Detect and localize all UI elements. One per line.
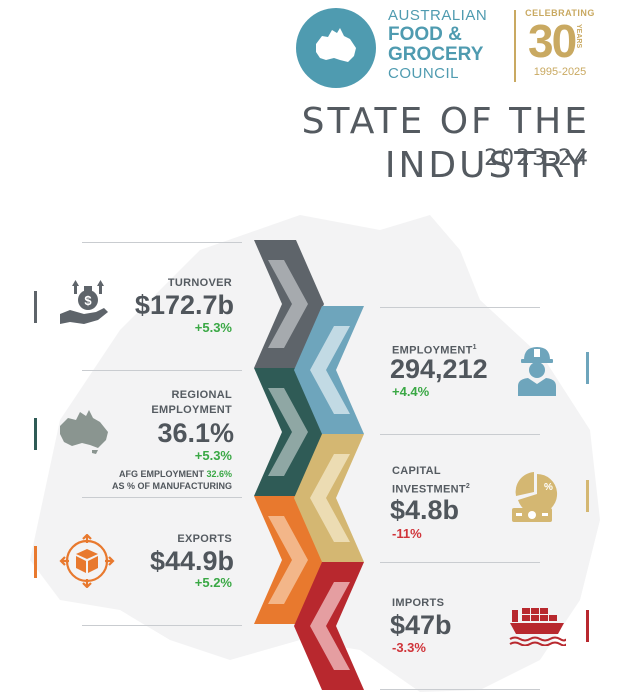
- logo-divider: [514, 10, 516, 82]
- logo-line-food: FOOD &: [388, 24, 462, 45]
- divider-line: [82, 625, 242, 626]
- page-title: STATE OF THE INDUSTRY: [301, 101, 590, 186]
- logo-line-council: COUNCIL: [388, 65, 460, 82]
- chevron-imports-light: [310, 582, 350, 670]
- turnover-change: +5.3%: [194, 320, 232, 335]
- employment-label-text: EMPLOYMENT: [392, 344, 473, 357]
- divider-line: [82, 242, 242, 243]
- regional-employment-label-line2: EMPLOYMENT: [151, 404, 232, 416]
- exports-change: +5.2%: [194, 575, 232, 590]
- afg-employment-note-prefix: AFG EMPLOYMENT: [118, 469, 207, 479]
- capital-investment-label-line2: INVESTMENT2: [392, 479, 532, 498]
- exports-label: EXPORTS: [177, 533, 232, 545]
- regional-employment-accent-bar: [34, 418, 37, 450]
- package-arrows-icon: [59, 534, 115, 588]
- svg-text:%: %: [544, 482, 553, 493]
- divider-line: [82, 497, 242, 498]
- chevron-turnover-light: [268, 260, 308, 348]
- logo-line-australian: AUSTRALIAN: [388, 7, 488, 24]
- divider-line: [380, 434, 540, 435]
- chevron-column: [254, 240, 364, 690]
- regional-employment-value: 36.1%: [157, 418, 234, 448]
- exports-accent-bar: [34, 546, 37, 578]
- worker-icon: [518, 347, 556, 396]
- svg-text:$: $: [84, 293, 92, 308]
- anniversary-number: 30: [528, 15, 577, 67]
- divider-line: [380, 562, 540, 563]
- cargo-ship-icon: [509, 608, 566, 646]
- divider-line: [380, 689, 540, 690]
- chevron-imports: [294, 562, 364, 690]
- chevron-employment-light: [310, 326, 350, 414]
- pie-chart-cash-icon: %: [512, 472, 558, 522]
- imports-accent-bar: [586, 610, 589, 642]
- capital-investment-value: $4.8b: [390, 495, 460, 525]
- capital-investment-label-text: INVESTMENT: [392, 483, 466, 496]
- australia-map-icon: [60, 410, 108, 454]
- imports-change: -3.3%: [392, 640, 426, 655]
- imports-value: $47b: [390, 610, 452, 640]
- employment-label: EMPLOYMENT1: [392, 340, 532, 359]
- chevron-exports-light: [268, 516, 308, 604]
- turnover-accent-bar: [34, 291, 37, 323]
- anniversary-year-range: 1995-2025: [533, 66, 587, 78]
- regional-employment-change: +5.3%: [194, 448, 232, 463]
- afg-employment-note-value: 32.6%: [206, 469, 232, 479]
- capital-investment-label: CAPITAL INVESTMENT2: [392, 464, 532, 498]
- imports-label: IMPORTS: [392, 597, 445, 609]
- employment-footnote: 1: [472, 344, 477, 351]
- anniversary-years-label: YEARS: [575, 24, 582, 49]
- afg-employment-note-line1: AFG EMPLOYMENT 32.6%: [90, 468, 232, 480]
- capital-investment-footnote: 2: [465, 483, 471, 490]
- employment-accent-bar: [586, 352, 589, 384]
- logo-line-grocery: GROCERY: [388, 44, 484, 65]
- turnover-value: $172.7b: [134, 290, 234, 320]
- exports-value: $44.9b: [149, 546, 234, 576]
- australia-logo-icon: [316, 28, 356, 62]
- chevron-employment: [294, 306, 364, 434]
- chevron-regional: [254, 368, 324, 496]
- hand-money-bag-icon: $: [60, 280, 108, 324]
- divider-line: [82, 370, 242, 371]
- regional-employment-label-line1: REGIONAL: [171, 389, 232, 401]
- celebrating-label: CELEBRATING: [525, 8, 595, 18]
- capital-investment-accent-bar: [586, 480, 589, 512]
- afgc-logo-text: AUSTRALIAN FOOD & GROCERY COUNCIL: [388, 7, 487, 83]
- chevron-regional-light: [268, 388, 308, 476]
- chevron-capital-light: [310, 454, 350, 542]
- chevron-turnover: [254, 240, 324, 368]
- afg-employment-note: AFG EMPLOYMENT 32.6% AS % OF MANUFACTURI…: [90, 468, 232, 492]
- chevron-exports: [254, 496, 324, 624]
- turnover-label: TURNOVER: [167, 277, 232, 289]
- employment-change: +4.4%: [392, 384, 430, 399]
- divider-line: [380, 307, 540, 308]
- afg-employment-note-line2: AS % OF MANUFACTURING: [112, 481, 232, 491]
- regional-employment-label: REGIONAL EMPLOYMENT: [100, 388, 232, 418]
- employment-value: 294,212: [390, 354, 488, 384]
- chevron-capital: [294, 434, 364, 562]
- capital-investment-change: -11%: [392, 526, 422, 541]
- page-subtitle: 2023-24: [484, 146, 590, 171]
- capital-investment-label-line1: CAPITAL: [392, 465, 441, 477]
